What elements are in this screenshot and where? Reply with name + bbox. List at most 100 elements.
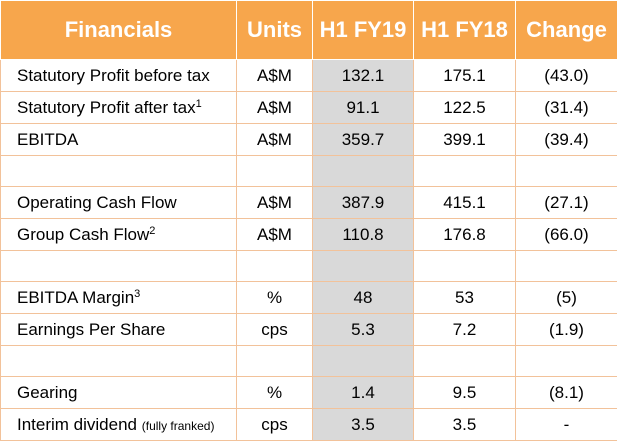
row-units: A$M <box>236 59 313 92</box>
row-change-text: (27.1) <box>544 192 589 212</box>
spacer-row <box>0 155 617 187</box>
row-h1-fy18: 122.5 <box>413 91 516 124</box>
table-row: Earnings Per Share cps 5.3 7.2 (1.9) <box>0 313 617 346</box>
empty-cell <box>413 345 516 377</box>
row-h1-fy18-text: 122.5 <box>443 97 486 117</box>
row-units: % <box>236 281 313 314</box>
row-h1-fy19-text: 359.7 <box>341 129 385 149</box>
row-change: (1.9) <box>515 313 617 346</box>
row-h1-fy19-text: 387.9 <box>341 192 385 212</box>
row-change: (27.1) <box>515 186 617 219</box>
row-h1-fy19-text: 1.4 <box>351 382 375 402</box>
row-label: EBITDA Margin3 <box>0 281 237 314</box>
row-h1-fy18-text: 3.5 <box>452 414 477 434</box>
row-label-text: EBITDA <box>17 129 79 149</box>
header-change: Change <box>515 0 617 60</box>
row-h1-fy18: 175.1 <box>413 59 516 92</box>
row-label: Earnings Per Share <box>0 313 237 346</box>
row-units-text: A$M <box>257 224 292 244</box>
row-h1-fy19-text: 91.1 <box>346 97 380 117</box>
footnote-marker: 3 <box>134 287 141 300</box>
row-h1-fy18-text: 9.5 <box>452 382 477 402</box>
spacer-row <box>0 250 617 282</box>
table-row: EBITDA Margin3% 48 53 (5) <box>0 281 617 314</box>
footnote-marker: 2 <box>149 224 156 237</box>
row-change-text: (5) <box>556 287 577 307</box>
row-units-text: A$M <box>257 97 292 117</box>
empty-cell <box>413 155 516 187</box>
header-h1-fy18: H1 FY18 <box>413 0 516 60</box>
row-label: Gearing <box>0 376 237 409</box>
row-change: (39.4) <box>515 123 617 156</box>
empty-cell <box>515 345 617 377</box>
row-h1-fy18: 176.8 <box>413 218 516 251</box>
empty-cell <box>236 250 313 282</box>
header-row: Financials Units H1 FY19 H1 FY18 Change <box>0 0 617 60</box>
row-label-text: Statutory Profit after tax <box>17 97 196 117</box>
row-units: cps <box>236 313 313 346</box>
row-label: Statutory Profit after tax1 <box>0 91 237 124</box>
table-row: EBITDA A$M 359.7 399.1 (39.4) <box>0 123 617 156</box>
empty-cell <box>0 155 237 187</box>
empty-cell <box>312 345 414 377</box>
row-h1-fy18-text: 399.1 <box>443 129 486 149</box>
empty-cell <box>515 155 617 187</box>
row-h1-fy18: 399.1 <box>413 123 516 156</box>
row-h1-fy19: 387.9 <box>312 186 414 219</box>
table-row: Interim dividend (fully franked) cps 3.5 3.… <box>0 408 617 441</box>
row-change-text: (43.0) <box>544 65 589 85</box>
header-financials: Financials <box>0 0 237 60</box>
row-h1-fy18: 7.2 <box>413 313 516 346</box>
row-label: Group Cash Flow2 <box>0 218 237 251</box>
row-change-text: (1.9) <box>549 319 584 339</box>
empty-cell <box>0 345 237 377</box>
header-units: Units <box>236 0 313 60</box>
row-h1-fy19: 48 <box>312 281 414 314</box>
row-h1-fy18-text: 176.8 <box>443 224 486 244</box>
empty-cell <box>413 250 516 282</box>
header-h1-fy19: H1 FY19 <box>312 0 414 60</box>
row-change: (8.1) <box>515 376 617 409</box>
label-note: (fully franked) <box>141 418 215 433</box>
row-label: Operating Cash Flow <box>0 186 237 219</box>
row-units-text: A$M <box>257 192 292 212</box>
row-h1-fy19: 110.8 <box>312 218 414 251</box>
row-h1-fy19: 132.1 <box>312 59 414 92</box>
row-label: EBITDA <box>0 123 237 156</box>
empty-cell <box>236 155 313 187</box>
table-row: Statutory Profit after tax1 A$M 91.1 122.5 (… <box>0 91 617 124</box>
table-row: Operating Cash Flow A$M 387.9 415.1 (27.1) <box>0 186 617 219</box>
row-units: A$M <box>236 218 313 251</box>
row-label-text: Statutory Profit before tax <box>17 65 210 85</box>
row-units: A$M <box>236 91 313 124</box>
row-h1-fy19-text: 48 <box>353 287 373 307</box>
row-change: (66.0) <box>515 218 617 251</box>
row-units-text: cps <box>261 414 288 434</box>
footnote-marker: 1 <box>195 97 202 110</box>
row-units: % <box>236 376 313 409</box>
row-units-text: cps <box>261 319 288 339</box>
row-h1-fy19: 3.5 <box>312 408 414 441</box>
row-h1-fy19-text: 3.5 <box>351 414 375 434</box>
row-h1-fy18: 53 <box>413 281 516 314</box>
row-units-text: % <box>266 382 283 402</box>
empty-cell <box>312 155 414 187</box>
row-units: A$M <box>236 186 313 219</box>
empty-cell <box>236 345 313 377</box>
row-change-text: (39.4) <box>544 129 589 149</box>
row-units: cps <box>236 408 313 441</box>
row-label-text: Group Cash Flow <box>17 224 150 244</box>
table-row: Group Cash Flow2 A$M 110.8 176.8 (66.0) <box>0 218 617 251</box>
row-label-text: Interim dividend <box>17 414 138 434</box>
row-h1-fy18-text: 53 <box>455 287 474 307</box>
row-label-text: Operating Cash Flow <box>17 192 177 212</box>
table-row: Statutory Profit before tax A$M 132.1 175.1… <box>0 59 617 92</box>
row-change-text: (66.0) <box>544 224 589 244</box>
row-h1-fy19: 359.7 <box>312 123 414 156</box>
row-label: Statutory Profit before tax <box>0 59 237 92</box>
row-h1-fy19-text: 110.8 <box>342 224 384 244</box>
row-h1-fy18-text: 175.1 <box>443 65 486 85</box>
row-h1-fy18-text: 7.2 <box>452 319 477 339</box>
row-label-text: Earnings Per Share <box>17 319 166 339</box>
